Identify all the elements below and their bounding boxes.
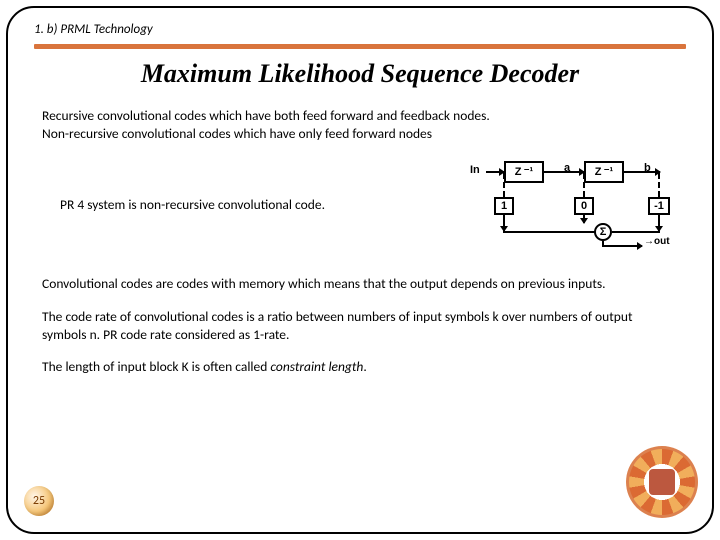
- slide-frame: 1. b) PRML Technology Maximum Likelihood…: [6, 6, 714, 534]
- constraint-prefix: The length of input block K is often cal…: [42, 358, 270, 375]
- diagram-label-in: In: [470, 163, 480, 178]
- constraint-paragraph: The length of input block K is often cal…: [42, 358, 678, 376]
- university-crest-icon: [626, 446, 698, 518]
- sum-node: Σ: [594, 223, 612, 241]
- page-number-badge: 25: [24, 486, 54, 516]
- intro-line-2: Non-recursive convolutional codes which …: [42, 125, 432, 142]
- intro-line-1: Recursive convolutional codes which have…: [42, 107, 490, 124]
- pr4-row: PR 4 system is non-recursive convolution…: [42, 157, 678, 253]
- header: 1. b) PRML Technology Maximum Likelihood…: [8, 8, 712, 89]
- diagram-label-b: b: [644, 161, 651, 176]
- tap-coef-1: 1: [494, 197, 514, 215]
- accent-rule: [34, 44, 686, 49]
- page-title: Maximum Likelihood Sequence Decoder: [34, 59, 686, 89]
- diagram-wire: [658, 215, 660, 231]
- diagram-tap-line: [503, 173, 505, 197]
- breadcrumb: 1. b) PRML Technology: [34, 22, 686, 41]
- intro-paragraph: Recursive convolutional codes which have…: [42, 107, 678, 143]
- pr4-statement: PR 4 system is non-recursive convolution…: [42, 196, 448, 214]
- content-area: Recursive convolutional codes which have…: [8, 107, 712, 376]
- diagram-wire: [612, 231, 660, 233]
- diagram-wire: [503, 231, 595, 233]
- diagram-wire: [486, 171, 504, 173]
- tap-coef-minus1: -1: [648, 197, 670, 215]
- diagram-label-out: →out: [644, 235, 670, 249]
- memory-paragraph: Convolutional codes are codes with memor…: [42, 275, 678, 293]
- constraint-suffix: .: [363, 358, 366, 375]
- constraint-term: constraint length: [270, 358, 363, 375]
- diagram-tap-line: [583, 173, 585, 197]
- diagram-wire: [503, 215, 505, 231]
- diagram-wire: [602, 245, 642, 247]
- diagram-wire: [583, 215, 585, 223]
- rate-paragraph: The code rate of convolutional codes is …: [42, 308, 678, 344]
- pr4-block-diagram: In Z ⁻¹ a Z ⁻¹ b 1 0 -1: [466, 157, 678, 253]
- delay-block-2: Z ⁻¹: [584, 161, 624, 183]
- delay-block-1: Z ⁻¹: [504, 161, 544, 183]
- diagram-tap-line: [658, 173, 660, 197]
- tap-coef-0: 0: [574, 197, 594, 215]
- diagram-wire: [624, 171, 660, 173]
- diagram-label-a: a: [564, 161, 570, 176]
